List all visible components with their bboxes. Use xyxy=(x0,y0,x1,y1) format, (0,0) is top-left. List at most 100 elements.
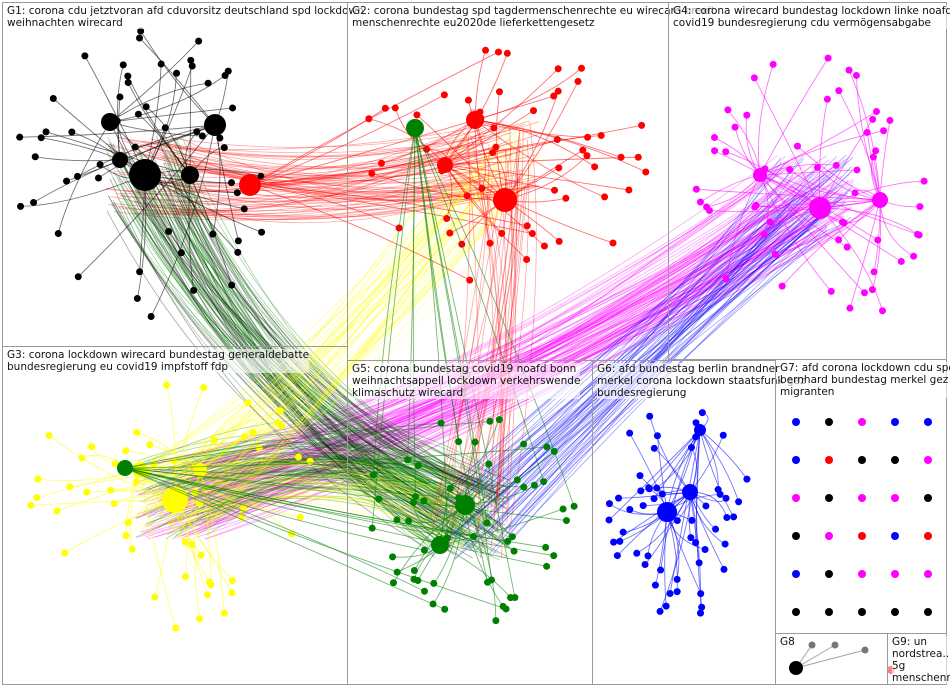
node xyxy=(891,418,899,426)
node xyxy=(188,62,196,70)
edge xyxy=(175,485,465,537)
node xyxy=(73,172,81,180)
edge xyxy=(160,179,482,549)
node xyxy=(61,549,69,557)
edge xyxy=(173,178,537,200)
node xyxy=(637,487,645,495)
node xyxy=(808,641,816,649)
edge xyxy=(407,127,416,460)
edge xyxy=(138,166,479,528)
edge xyxy=(147,216,822,517)
edge xyxy=(174,499,233,593)
edge xyxy=(491,187,853,516)
node xyxy=(258,228,266,236)
node xyxy=(507,594,515,602)
node xyxy=(687,444,695,452)
edge xyxy=(33,159,121,203)
edge xyxy=(160,181,441,502)
node xyxy=(793,142,801,150)
node xyxy=(743,475,751,483)
edge xyxy=(141,440,441,500)
node xyxy=(197,551,205,559)
edge xyxy=(161,469,459,539)
node xyxy=(626,429,634,437)
node xyxy=(697,590,705,598)
node xyxy=(835,87,843,95)
node xyxy=(861,289,869,297)
edge xyxy=(124,467,546,548)
node xyxy=(478,184,486,192)
edge xyxy=(193,163,498,540)
node xyxy=(446,229,454,237)
edge xyxy=(124,467,445,610)
node xyxy=(650,444,658,452)
node xyxy=(229,104,237,112)
edge xyxy=(167,143,475,481)
node xyxy=(389,553,397,561)
node xyxy=(835,236,843,244)
group-label: G6: afd bundestag berlin brandner merkel … xyxy=(597,363,806,399)
node xyxy=(54,230,62,238)
node xyxy=(722,494,730,502)
edge xyxy=(165,482,436,540)
node xyxy=(240,205,248,213)
edge xyxy=(819,207,883,311)
edge xyxy=(178,206,453,490)
edge xyxy=(134,144,517,202)
edge xyxy=(506,126,513,514)
group-label: G7: afd corona lockdown cdu spd bernhard … xyxy=(780,362,950,398)
edge xyxy=(107,145,484,538)
edge xyxy=(173,168,783,476)
node xyxy=(766,218,774,226)
edge xyxy=(181,495,475,549)
edge xyxy=(475,220,785,531)
edge xyxy=(490,157,782,492)
edge xyxy=(464,504,504,607)
hub-node xyxy=(694,424,706,436)
node xyxy=(228,577,236,585)
edge xyxy=(77,124,216,177)
edge xyxy=(699,429,740,502)
node xyxy=(244,399,252,407)
edge xyxy=(193,498,467,531)
node xyxy=(853,166,861,174)
node xyxy=(446,484,454,492)
edge xyxy=(759,163,837,176)
edge xyxy=(180,171,495,217)
edge xyxy=(855,75,881,201)
node xyxy=(825,418,833,426)
node xyxy=(134,110,142,118)
node xyxy=(136,34,144,42)
edge xyxy=(154,160,502,215)
node xyxy=(368,524,376,532)
node xyxy=(615,494,623,502)
group-label: G5: corona bundestag covid19 noafd bonn w… xyxy=(352,363,581,399)
node xyxy=(695,559,703,567)
edge xyxy=(209,176,831,465)
edge xyxy=(166,176,536,208)
node xyxy=(666,590,674,598)
edge xyxy=(699,429,735,518)
edge xyxy=(483,214,800,504)
node xyxy=(420,546,428,554)
node xyxy=(437,419,445,427)
node xyxy=(234,237,242,245)
node xyxy=(711,147,719,155)
node xyxy=(16,133,24,141)
node xyxy=(228,589,236,597)
node xyxy=(792,418,800,426)
node xyxy=(31,153,39,161)
edge xyxy=(172,150,436,558)
node xyxy=(124,72,132,80)
node xyxy=(858,494,866,502)
node xyxy=(172,624,180,632)
edge xyxy=(209,161,797,468)
edge xyxy=(112,200,472,538)
node xyxy=(484,578,492,586)
edge xyxy=(696,188,881,201)
edge xyxy=(176,139,511,213)
edge xyxy=(469,193,848,502)
node xyxy=(393,568,401,576)
edge xyxy=(758,64,774,176)
